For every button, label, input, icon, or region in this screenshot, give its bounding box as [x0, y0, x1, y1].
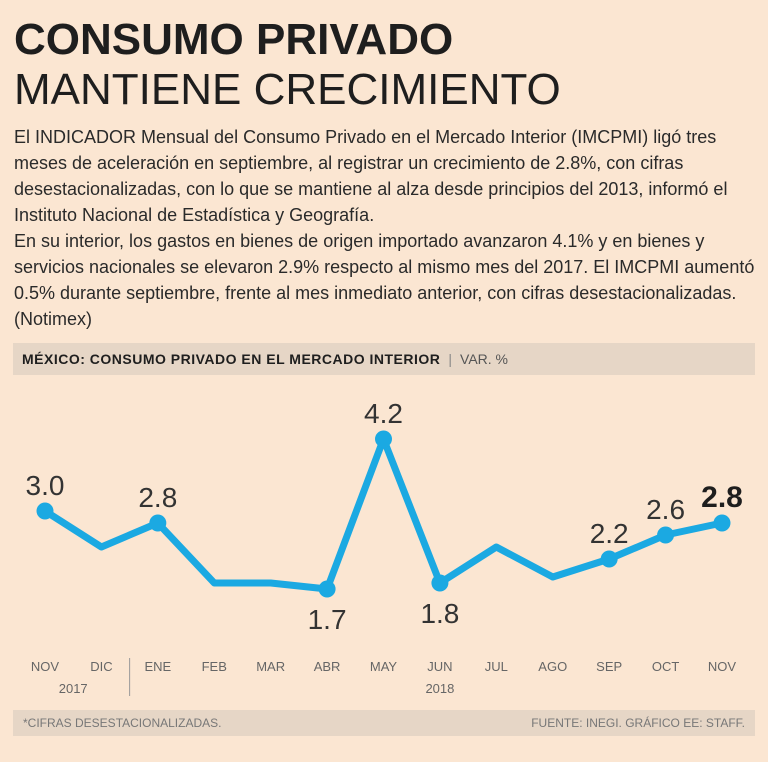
x-tick-label-9: AGO: [538, 659, 567, 674]
chart-unit: VAR. %: [460, 351, 509, 367]
data-point-oct-11: [657, 526, 675, 544]
x-tick-label-5: ABR: [314, 659, 341, 674]
body-paragraph-2: En su interior, los gastos en bienes de …: [14, 231, 755, 329]
footer-note: *CIFRAS DESESTACIONALIZADAS.: [23, 716, 222, 730]
chart-header-separator: |: [448, 351, 453, 367]
data-point-abr-5: [318, 580, 336, 598]
data-label-7: 1.8: [420, 598, 459, 629]
data-point-jun-7: [431, 574, 449, 592]
chart-footer: *CIFRAS DESESTACIONALIZADAS. FUENTE: INE…: [13, 710, 755, 736]
x-tick-label-2: ENE: [144, 659, 171, 674]
data-point-sep-10: [600, 550, 618, 568]
data-label-2: 2.8: [138, 482, 177, 513]
data-point-may-6: [375, 430, 392, 448]
headline-line-2: MANTIENE CRECIMIENTO: [14, 65, 561, 114]
x-tick-label-0: NOV: [31, 659, 60, 674]
series-line: [41, 435, 726, 593]
article-body: El INDICADOR Mensual del Consumo Privado…: [14, 124, 756, 332]
x-tick-label-12: NOV: [708, 659, 737, 674]
data-label-10: 2.2: [590, 518, 629, 549]
data-label-5: 1.7: [308, 604, 347, 635]
footer-source: FUENTE: INEGI. GRÁFICO EE: STAFF.: [531, 716, 745, 730]
data-label-0: 3.0: [26, 470, 65, 501]
data-point-nov-0: [36, 502, 54, 520]
year-label-2018: 2018: [425, 681, 454, 696]
x-tick-label-11: OCT: [652, 659, 680, 674]
x-tick-label-3: FEB: [202, 659, 227, 674]
x-tick-label-4: MAR: [256, 659, 285, 674]
x-tick-label-1: DIC: [90, 659, 112, 674]
data-point-ene-2: [149, 514, 167, 532]
data-label-11: 2.6: [646, 494, 685, 525]
data-point-nov-12: [713, 514, 731, 532]
year-label-2017: 2017: [59, 681, 88, 696]
data-label-6: 4.2: [364, 398, 403, 429]
x-tick-label-10: SEP: [596, 659, 622, 674]
body-paragraph-1: El INDICADOR Mensual del Consumo Privado…: [14, 127, 728, 225]
data-label-12: 2.8: [701, 481, 743, 514]
chart-title: MÉXICO: CONSUMO PRIVADO EN EL MERCADO IN…: [22, 351, 441, 367]
x-tick-label-6: MAY: [370, 659, 398, 674]
line-chart: 3.0 2.8 1.7 4.2 1.8 2.2 2.6 2.8 NOV DIC ENE FEB MAR A…: [26, 398, 743, 696]
headline-line-1: CONSUMO PRIVADO: [14, 15, 454, 64]
x-tick-label-7: JUN: [427, 659, 452, 674]
chart-header-band: MÉXICO: CONSUMO PRIVADO EN EL MERCADO IN…: [13, 343, 755, 375]
x-tick-label-8: JUL: [485, 659, 508, 674]
